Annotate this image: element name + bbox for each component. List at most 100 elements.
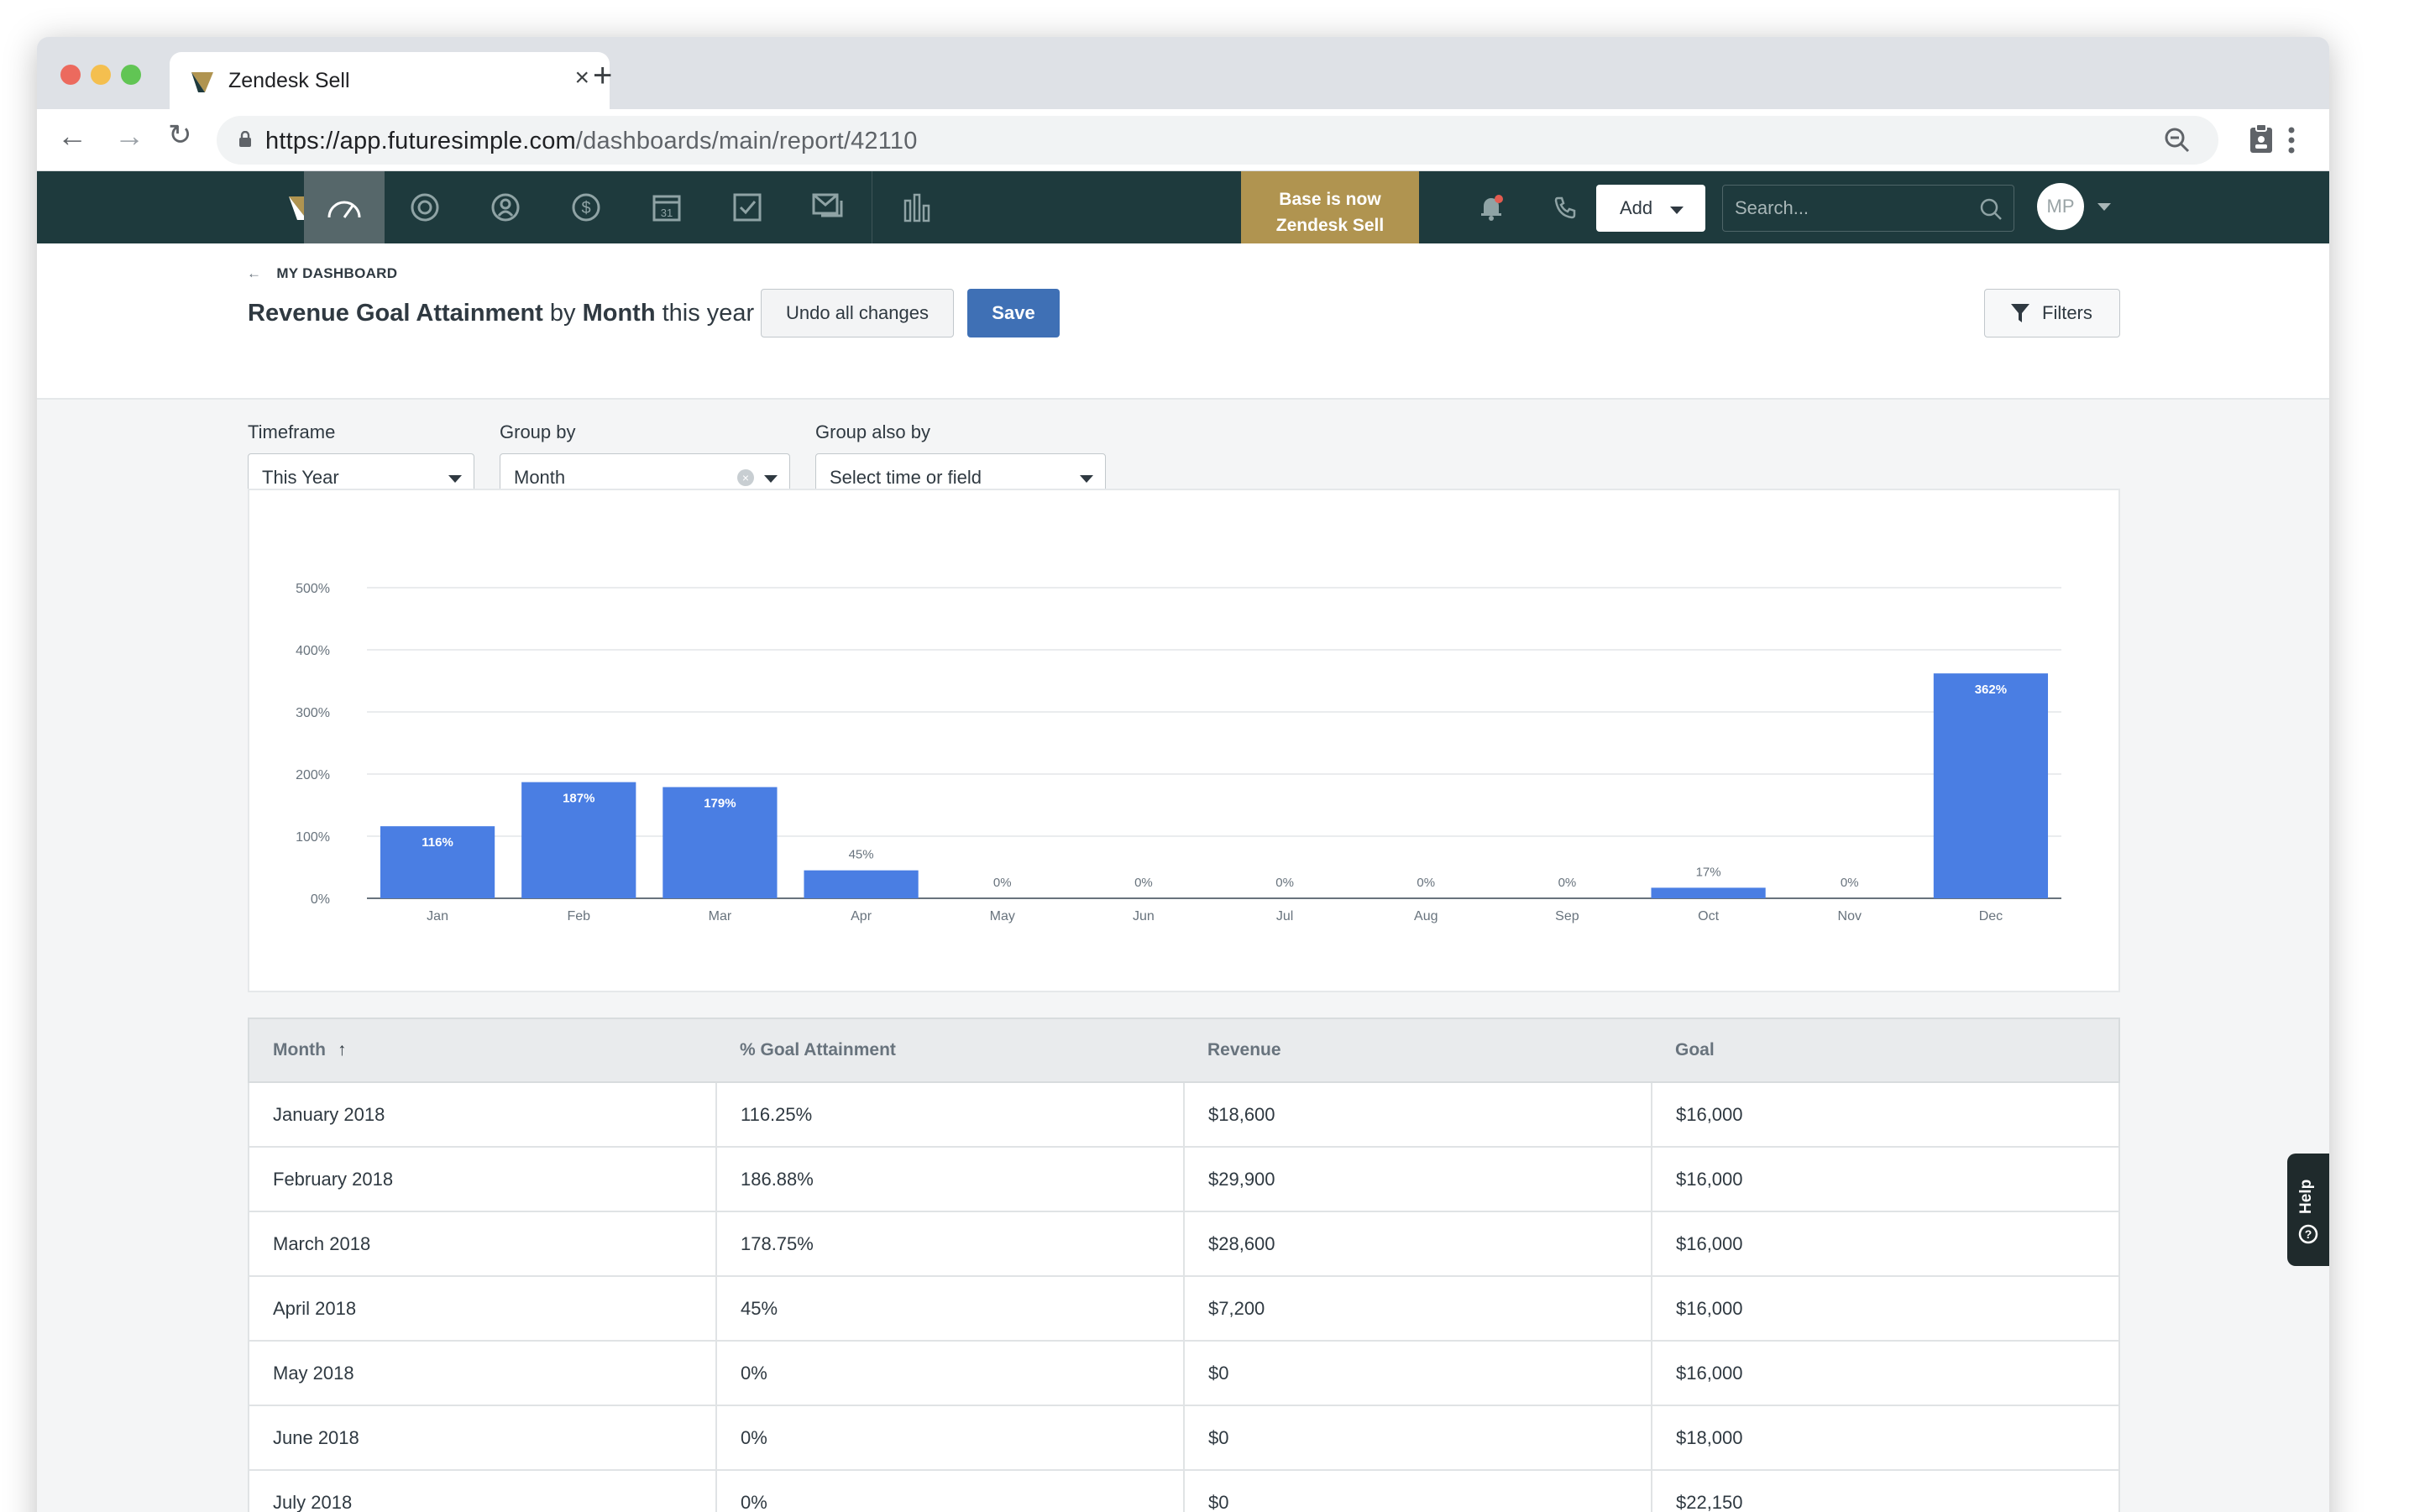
x-tick-label: Sep — [1555, 909, 1579, 923]
close-tab-icon[interactable]: × — [574, 64, 589, 92]
data-label: 0% — [993, 876, 1012, 890]
table-body: January 2018 116.25% $18,600 $16,000 Februar… — [248, 1081, 2121, 1512]
table-row: April 2018 45% $7,200 $16,000 — [248, 1275, 2121, 1342]
bar — [662, 787, 778, 898]
goal-attainment-bar-chart: 0% 100% 200% 300% 400% 500% 116% Jan 187% Feb 179%… — [296, 582, 2061, 923]
phone-icon[interactable] — [1540, 171, 1590, 243]
search-icon[interactable] — [1978, 196, 2003, 222]
table-cell: 0% — [715, 1469, 1186, 1512]
table-cell: $18,000 — [1650, 1405, 2121, 1471]
clipboard-extension-icon[interactable] — [2249, 123, 2274, 154]
deals-dollar-icon[interactable]: $ — [546, 171, 626, 243]
group-by-value: Month — [514, 467, 566, 488]
column-header-label: % Goal Attainment — [739, 1040, 896, 1059]
data-label: 187% — [563, 792, 594, 806]
filters-button[interactable]: Filters — [1984, 289, 2120, 337]
zoom-icon[interactable] — [2163, 126, 2192, 154]
column-header-label: Revenue — [1207, 1040, 1281, 1059]
data-label: 0% — [1134, 876, 1153, 890]
leads-target-icon[interactable] — [385, 171, 465, 243]
help-question-icon: ? — [2298, 1224, 2318, 1244]
close-window-button[interactable] — [60, 65, 81, 85]
help-label: Help — [2297, 1179, 2315, 1214]
reports-bar-chart-icon[interactable] — [877, 171, 957, 243]
table-cell: April 2018 — [248, 1275, 717, 1342]
tasks-checkbox-icon[interactable] — [707, 171, 788, 243]
minimize-window-button[interactable] — [91, 65, 111, 85]
report-header: ← MY DASHBOARD Revenue Goal Attainment by… — [37, 243, 2329, 400]
new-tab-icon[interactable]: + — [593, 57, 613, 94]
y-tick-label: 400% — [296, 644, 330, 658]
url-field[interactable]: https://app.futuresimple.com/dashboards/… — [217, 116, 2218, 165]
data-label: 116% — [422, 835, 453, 850]
table-cell: 45% — [715, 1275, 1186, 1342]
table-row: February 2018 186.88% $29,900 $16,000 — [248, 1146, 2121, 1212]
y-tick-label: 300% — [296, 706, 330, 720]
x-tick-label: Nov — [1838, 909, 1862, 923]
add-button[interactable]: Add — [1596, 185, 1705, 232]
data-label: 0% — [1275, 876, 1294, 890]
clear-selection-icon[interactable]: × — [737, 469, 754, 486]
timeframe-label: Timeframe — [248, 421, 336, 442]
add-button-label: Add — [1620, 197, 1653, 218]
save-button[interactable]: Save — [967, 289, 1060, 337]
communication-icon[interactable] — [788, 171, 868, 243]
notifications-bell-icon[interactable] — [1466, 171, 1516, 243]
x-tick-label: Jan — [427, 909, 448, 923]
table-cell: $28,600 — [1183, 1211, 1652, 1277]
search-input[interactable] — [1723, 186, 1966, 231]
table-cell: June 2018 — [248, 1405, 717, 1471]
rebrand-banner[interactable]: Base is now Zendesk Sell — [1241, 171, 1419, 249]
table-cell: 0% — [715, 1340, 1186, 1406]
data-label: 17% — [1696, 865, 1721, 879]
maximize-window-button[interactable] — [121, 65, 141, 85]
tab-bar: Zendesk Sell × + — [37, 37, 2329, 109]
user-menu-chevron-icon[interactable] — [2097, 203, 2111, 211]
x-tick-label: Apr — [851, 909, 872, 923]
table-row: May 2018 0% $0 $16,000 — [248, 1340, 2121, 1406]
table-cell: $7,200 — [1183, 1275, 1652, 1342]
back-to-dashboard-link[interactable]: ← MY DASHBOARD — [247, 265, 397, 282]
help-tab[interactable]: Help ? — [2287, 1154, 2329, 1266]
tab-title: Zendesk Sell — [228, 69, 350, 92]
filters-label: Filters — [2042, 302, 2092, 323]
bar — [1651, 887, 1766, 898]
table-cell: January 2018 — [248, 1081, 717, 1148]
table-cell: $18,600 — [1183, 1081, 1652, 1148]
forward-arrow-icon[interactable]: → — [114, 118, 144, 153]
table-cell: $16,000 — [1650, 1211, 2121, 1277]
group-also-by-label: Group also by — [815, 421, 930, 442]
y-tick-label: 200% — [296, 768, 330, 782]
back-arrow-icon[interactable]: ← — [57, 118, 87, 153]
chevron-down-icon — [1670, 207, 1684, 214]
calendar-icon[interactable]: 31 — [626, 171, 707, 243]
browser-tab[interactable]: Zendesk Sell × — [170, 52, 610, 109]
data-label: 0% — [1558, 876, 1577, 890]
y-tick-label: 500% — [296, 582, 330, 596]
contacts-icon[interactable] — [465, 171, 546, 243]
table-cell: 116.25% — [715, 1081, 1186, 1148]
y-tick-label: 100% — [296, 830, 330, 845]
browser-menu-icon[interactable] — [2287, 126, 2296, 154]
x-tick-label: Feb — [567, 909, 590, 923]
table-cell: $29,900 — [1183, 1146, 1652, 1212]
reload-icon[interactable]: ↻ — [168, 119, 192, 151]
back-arrow-icon: ← — [247, 265, 262, 281]
table-cell: May 2018 — [248, 1340, 717, 1406]
column-header[interactable]: Goal — [1651, 1018, 2121, 1083]
table-cell: 0% — [715, 1405, 1186, 1471]
column-header[interactable]: Month ↑ — [248, 1018, 716, 1083]
dashboard-icon[interactable] — [304, 171, 385, 243]
user-avatar[interactable]: MP — [2037, 183, 2084, 230]
column-header[interactable]: Revenue — [1184, 1018, 1652, 1083]
table-cell: July 2018 — [248, 1469, 717, 1512]
x-tick-label: Dec — [1979, 909, 2003, 923]
column-header[interactable]: % Goal Attainment — [715, 1018, 1184, 1083]
data-label: 0% — [1417, 876, 1435, 890]
results-table: Month ↑ % Goal Attainment Revenue Goal Janua… — [248, 1018, 2121, 1512]
undo-all-changes-button[interactable]: Undo all changes — [761, 289, 954, 337]
browser-window: Zendesk Sell × + ← → ↻ https://app.futur… — [37, 37, 2329, 1512]
banner-line-1: Base is now — [1279, 190, 1381, 209]
table-header-row: Month ↑ % Goal Attainment Revenue Goal — [248, 1018, 2121, 1083]
column-header-label: Goal — [1674, 1040, 1715, 1059]
